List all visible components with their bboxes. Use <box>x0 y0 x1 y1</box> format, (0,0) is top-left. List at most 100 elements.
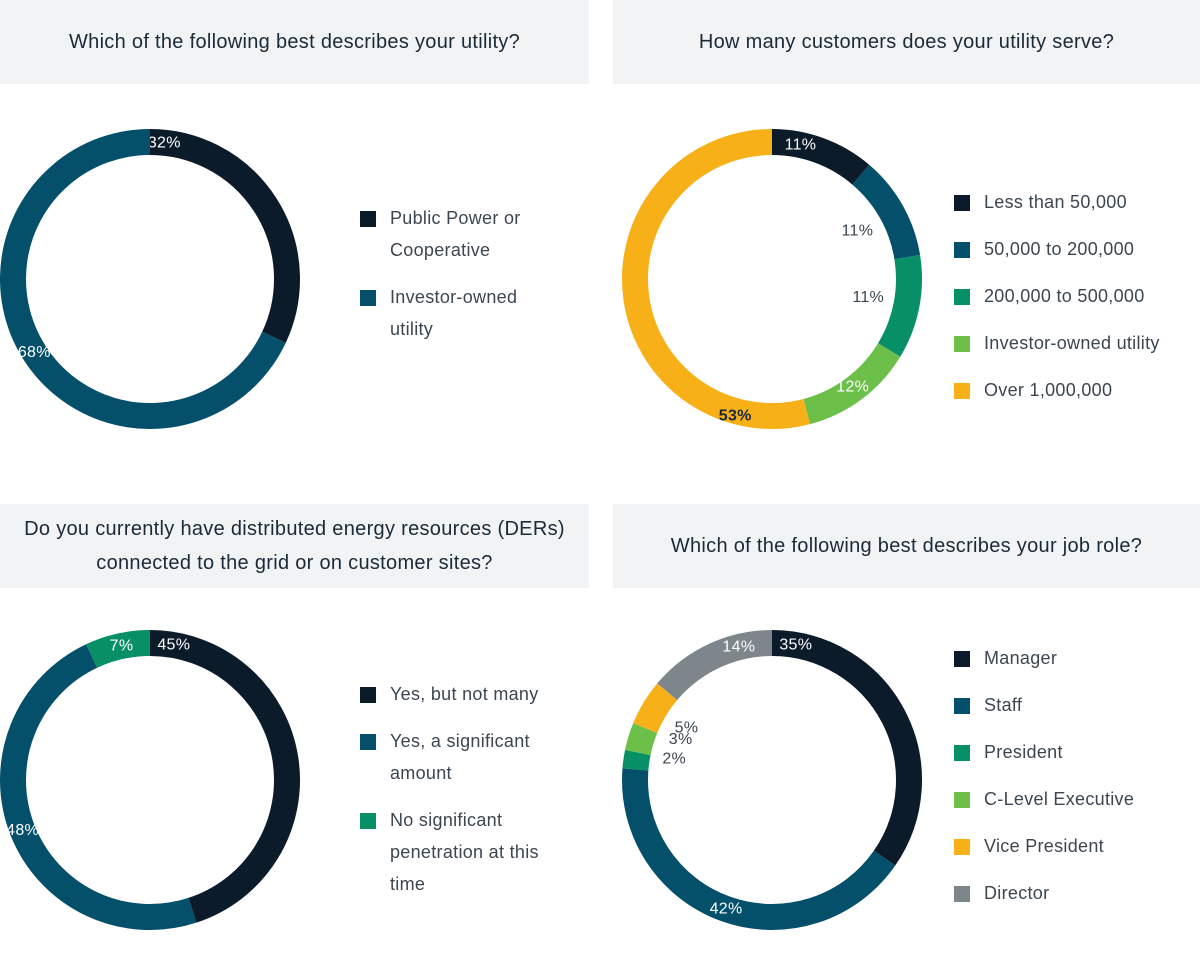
legend-swatch <box>954 698 970 714</box>
slice-director <box>657 630 773 701</box>
legend-label: Investor-owned utility <box>984 333 1160 353</box>
data-label-yes-but-not-many: 45% <box>157 637 190 654</box>
data-label-yes-a-significant-amount: 48% <box>6 822 39 839</box>
chart-title: Which of the following best describes yo… <box>68 31 521 53</box>
legend-swatch <box>360 734 376 750</box>
data-label-over-1-000-000: 53% <box>719 408 752 425</box>
legend-item-investor-owned-utility: Investor-owned utility <box>954 327 1160 359</box>
legend-label: Vice President <box>984 836 1104 856</box>
legend-item-yes-but-not-many: Yes, but not many <box>360 678 539 710</box>
legend-item-director: Director <box>954 877 1134 909</box>
legend-label: penetration at this <box>390 842 539 862</box>
legend-label: Investor-owned <box>390 287 518 307</box>
data-label-director: 14% <box>722 639 755 656</box>
legend-label: 200,000 to 500,000 <box>984 286 1145 306</box>
legend-item-50-000-to-200-000: 50,000 to 200,000 <box>954 233 1160 265</box>
legend-item-over-1-000-000: Over 1,000,000 <box>954 374 1160 406</box>
slice-public-power-or-cooperative <box>149 129 300 343</box>
legend-swatch <box>954 383 970 399</box>
data-label-staff: 42% <box>710 901 743 918</box>
legend-label: time <box>390 874 426 894</box>
legend-item-staff: Staff <box>954 689 1134 721</box>
legend-label: President <box>984 742 1063 762</box>
legend-item-less-than-50-000: Less than 50,000 <box>954 186 1160 218</box>
data-label-50-000-to-200-000: 11% <box>842 222 874 239</box>
donut-chart: 45% 48% 7% <box>0 630 300 930</box>
data-label-no-significant-penetration-at-this-time: 7% <box>110 637 134 654</box>
slice-c-level-executive <box>625 723 658 756</box>
legend-label: Less than 50,000 <box>984 192 1127 212</box>
legend-item-vice-president: Vice President <box>954 830 1134 862</box>
slice-less-than-50-000 <box>771 129 870 185</box>
chart-title: How many customers does your utility ser… <box>698 31 1115 53</box>
legend-item-yes-a-significant-amount: Yes, a significant amount <box>360 725 539 789</box>
legend-item-manager: Manager <box>954 642 1134 674</box>
legend-item-investor-owned-utility: Investor-owned utility <box>360 281 521 345</box>
legend-item-no-significant-penetration-at-this-time: No significant penetration at this time <box>360 804 539 900</box>
slice-manager <box>771 630 922 866</box>
chart-panel-customers-served: How many customers does your utility ser… <box>613 0 1200 470</box>
legend-swatch <box>954 651 970 667</box>
legend-label: amount <box>390 763 452 783</box>
legend-item-200-000-to-500-000: 200,000 to 500,000 <box>954 280 1160 312</box>
chart-legend: Less than 50,000 50,000 to 200,000 200,000… <box>954 186 1160 421</box>
donut-chart: 11% 11% 11% 12% 53% <box>622 129 922 429</box>
chart-panel-utility-type: Which of the following best describes yo… <box>0 0 589 470</box>
data-label-manager: 35% <box>779 637 812 654</box>
slice-no-significant-penetration-at-this-time <box>86 630 151 668</box>
data-label-president: 2% <box>662 751 686 768</box>
data-label-c-level-executive: 3% <box>669 731 693 748</box>
legend-label: 50,000 to 200,000 <box>984 239 1135 259</box>
data-label-vice-president: 5% <box>675 720 699 737</box>
slice-investor-owned-utility <box>803 342 901 425</box>
legend-label: Director <box>984 883 1050 903</box>
legend-label: C-Level Executive <box>984 789 1135 809</box>
question-box: Which of the following best describes yo… <box>0 0 589 84</box>
legend-swatch <box>360 211 376 227</box>
legend-label: Yes, a significant <box>390 731 530 751</box>
legend-swatch <box>954 195 970 211</box>
chart-legend: Yes, but not many Yes, a significant amoun… <box>360 678 539 915</box>
legend-swatch <box>954 289 970 305</box>
legend-item-president: President <box>954 736 1134 768</box>
legend-label: Over 1,000,000 <box>984 380 1113 400</box>
data-label-investor-owned-utility: 68% <box>18 344 51 361</box>
legend-item-public-power-or-cooperative: Public Power or Cooperative <box>360 202 521 266</box>
slice-over-1-000-000 <box>622 129 811 429</box>
legend-swatch <box>954 839 970 855</box>
chart-title: Do you currently have distributed energy… <box>24 518 565 574</box>
legend-label: Manager <box>984 648 1058 668</box>
legend-swatch <box>954 336 970 352</box>
chart-legend: Manager Staff President C-Level Executive Vi… <box>954 642 1134 924</box>
slice-yes-a-significant-amount <box>0 644 197 930</box>
data-label-public-power-or-cooperative: 32% <box>148 134 181 151</box>
chart-title: Which of the following best describes yo… <box>670 535 1143 557</box>
slice-investor-owned-utility <box>0 129 286 429</box>
donut-chart: 35% 42% 2% 3%5% 14% <box>622 630 922 930</box>
legend-label: Yes, but not many <box>390 684 539 704</box>
question-box: Which of the following best describes yo… <box>613 504 1200 588</box>
legend-label: Staff <box>984 695 1023 715</box>
legend-item-c-level-executive: C-Level Executive <box>954 783 1134 815</box>
legend-swatch <box>360 813 376 829</box>
chart-panel-job-role: Which of the following best describes yo… <box>613 504 1200 974</box>
slice-50-000-to-200-000 <box>852 164 921 260</box>
legend-label: No significant <box>390 810 503 830</box>
legend-swatch <box>360 687 376 703</box>
legend-swatch <box>954 242 970 258</box>
legend-label: Cooperative <box>390 240 491 260</box>
question-box: Do you currently have distributed energy… <box>0 504 589 588</box>
legend-swatch <box>954 745 970 761</box>
slice-200-000-to-500-000 <box>877 255 922 357</box>
data-label-less-than-50-000: 11% <box>785 136 817 153</box>
slice-vice-president <box>633 683 678 734</box>
legend-label: Public Power or <box>390 208 521 228</box>
legend-swatch <box>360 290 376 306</box>
donut-chart: 32% 68% <box>0 129 300 429</box>
data-label-investor-owned-utility: 12% <box>836 379 869 396</box>
question-box: How many customers does your utility ser… <box>613 0 1200 84</box>
chart-panel-der-connected: Do you currently have distributed energy… <box>0 504 589 974</box>
legend-swatch <box>954 886 970 902</box>
slice-president <box>622 749 651 771</box>
legend-swatch <box>954 792 970 808</box>
